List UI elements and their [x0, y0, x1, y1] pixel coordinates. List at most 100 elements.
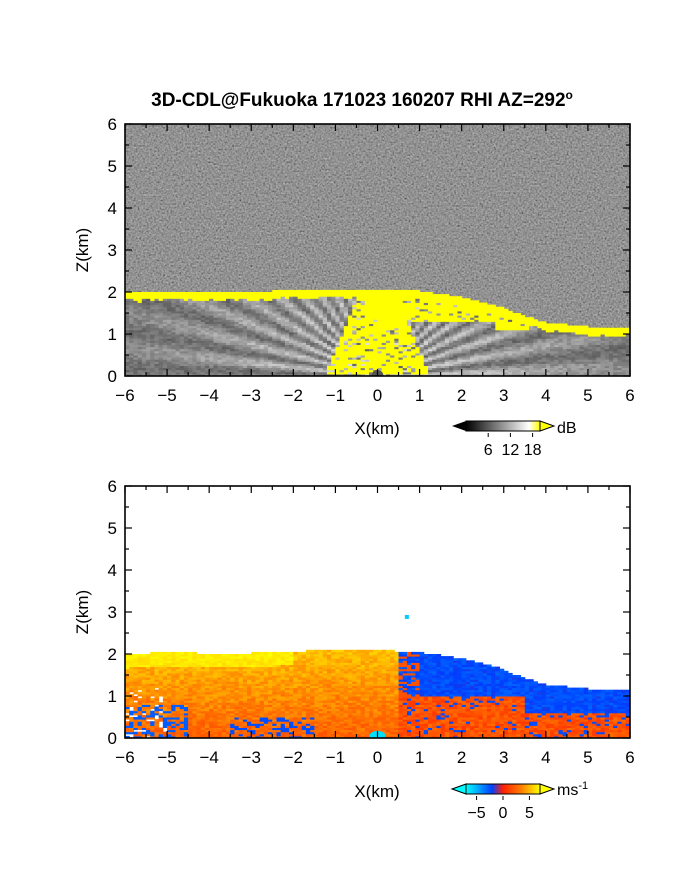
velocity-cell: [158, 735, 164, 738]
backscatter-cell: [520, 315, 526, 318]
backscatter-cell: [318, 292, 324, 295]
velocity-cell: [158, 664, 164, 668]
backscatter-cell: [255, 331, 261, 335]
backscatter-cell: [529, 373, 534, 376]
backscatter-cell: [335, 292, 341, 295]
velocity-cell: [167, 727, 172, 731]
backscatter-cell: [352, 306, 357, 310]
backscatter-cell: [146, 371, 151, 375]
backscatter-cell: [486, 325, 492, 329]
backscatter-cell: [356, 294, 362, 297]
velocity-cell: [158, 717, 164, 720]
backscatter-cell: [617, 373, 623, 376]
backscatter-cell: [293, 325, 299, 329]
backscatter-cell: [289, 348, 294, 352]
backscatter-cell: [322, 346, 328, 350]
backscatter-cell: [423, 315, 429, 318]
velocity-cell: [179, 733, 185, 737]
velocity-cell: [146, 712, 151, 716]
backscatter-cell: [432, 313, 437, 316]
backscatter-cell: [562, 367, 568, 371]
backscatter-cell: [318, 371, 324, 375]
backscatter-cell: [167, 342, 172, 345]
backscatter-cell: [566, 359, 572, 362]
velocity-cell: [162, 698, 168, 701]
backscatter-cell: [369, 367, 374, 371]
backscatter-cell: [200, 344, 206, 348]
backscatter-cell: [545, 357, 551, 360]
backscatter-cell: [259, 348, 265, 352]
backscatter-cell: [289, 329, 294, 333]
velocity-cell: [175, 654, 181, 657]
backscatter-cell: [470, 369, 475, 373]
backscatter-cell: [192, 300, 198, 303]
velocity-cell: [133, 731, 139, 735]
velocity-cell: [125, 714, 130, 718]
backscatter-cell: [470, 361, 475, 364]
backscatter-cell: [238, 325, 244, 329]
backscatter-cell: [129, 340, 134, 343]
backscatter-cell: [343, 336, 349, 339]
velocity-cell: [141, 668, 147, 672]
backscatter-cell: [394, 359, 400, 362]
backscatter-cell: [301, 340, 307, 343]
backscatter-cell: [562, 363, 568, 366]
velocity-cell: [150, 662, 155, 665]
backscatter-cell: [301, 346, 307, 350]
backscatter-cell: [158, 352, 164, 356]
backscatter-cell: [600, 369, 606, 373]
backscatter-cell: [221, 325, 227, 329]
backscatter-cell: [625, 344, 630, 348]
backscatter-cell: [398, 329, 404, 333]
backscatter-cell: [314, 323, 320, 327]
backscatter-cell: [305, 359, 311, 362]
backscatter-cell: [352, 321, 357, 324]
backscatter-cell: [247, 367, 252, 371]
backscatter-cell: [444, 373, 450, 376]
backscatter-cell: [529, 352, 534, 356]
backscatter-cell: [461, 357, 467, 360]
backscatter-cell: [251, 367, 256, 371]
backscatter-cell: [284, 313, 290, 316]
backscatter-cell: [415, 352, 421, 356]
backscatter-cell: [343, 344, 349, 348]
backscatter-cell: [272, 319, 277, 322]
backscatter-cell: [470, 325, 475, 329]
backscatter-cell: [398, 357, 404, 360]
backscatter-cell: [436, 342, 442, 345]
backscatter-cell: [474, 340, 479, 343]
backscatter-cell: [289, 365, 294, 369]
velocity-cell: [146, 706, 151, 710]
backscatter-cell: [512, 346, 517, 350]
backscatter-cell: [449, 363, 454, 366]
velocity-cell: [179, 708, 185, 712]
backscatter-cell: [360, 365, 366, 369]
backscatter-cell: [209, 338, 214, 341]
backscatter-cell: [284, 352, 290, 356]
backscatter-cell: [411, 361, 416, 364]
backscatter-cell: [592, 342, 597, 345]
backscatter-cell: [608, 352, 614, 356]
backscatter-cell: [419, 321, 425, 324]
backscatter-cell: [204, 348, 210, 352]
backscatter-cell: [213, 296, 219, 299]
backscatter-cell: [465, 302, 471, 306]
backscatter-cell: [583, 344, 589, 348]
backscatter-cell: [449, 350, 454, 354]
backscatter-cell: [297, 338, 303, 341]
velocity-cell: [154, 651, 160, 655]
backscatter-cell: [247, 298, 252, 301]
backscatter-cell: [268, 359, 273, 362]
backscatter-cell: [449, 296, 454, 299]
backscatter-cell: [503, 369, 509, 373]
backscatter-cell: [533, 361, 538, 364]
backscatter-cell: [171, 350, 176, 354]
backscatter-cell: [465, 329, 471, 333]
backscatter-cell: [335, 298, 341, 301]
backscatter-cell: [470, 323, 475, 327]
backscatter-cell: [343, 298, 349, 301]
backscatter-cell: [301, 294, 307, 297]
backscatter-cell: [234, 361, 240, 364]
backscatter-cell: [402, 359, 408, 362]
backscatter-cell: [385, 323, 391, 327]
